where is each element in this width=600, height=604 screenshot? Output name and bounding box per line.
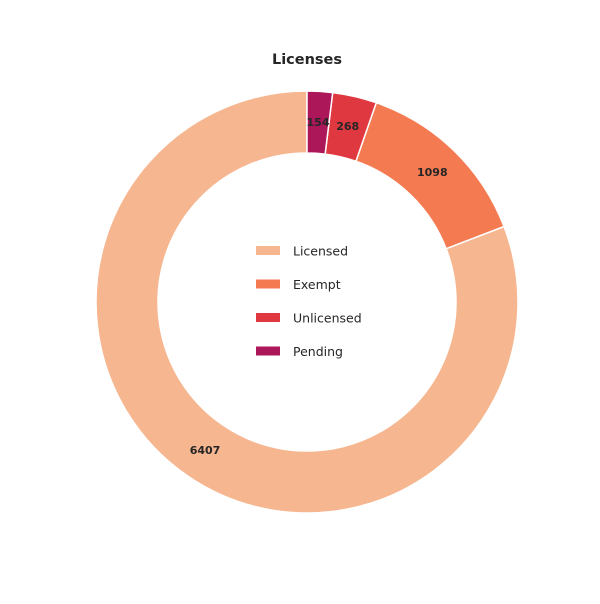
slice-licensed	[95, 90, 519, 514]
legend-swatch-unlicensed	[256, 313, 280, 322]
legend-swatch-pending	[256, 346, 280, 356]
legend-label-unlicensed: Unlicensed	[293, 311, 362, 326]
slice-pending	[306, 90, 334, 155]
donut-slices	[95, 90, 519, 514]
legend-label-pending: Pending	[293, 344, 343, 359]
legend: Licensed Exempt Unlicensed Pending	[256, 244, 362, 359]
chart-title: Licenses	[272, 52, 342, 68]
slice-label-licensed: 6407	[190, 444, 221, 457]
slice-labels: 6407 1098 268 154	[190, 116, 448, 457]
slice-label-exempt: 1098	[417, 166, 448, 179]
legend-label-exempt: Exempt	[293, 277, 341, 292]
slice-label-pending: 154	[307, 116, 330, 129]
slice-label-unlicensed: 268	[336, 120, 359, 133]
legend-swatch-licensed	[256, 246, 280, 255]
legend-swatch-exempt	[256, 279, 280, 289]
legend-label-licensed: Licensed	[293, 244, 348, 259]
